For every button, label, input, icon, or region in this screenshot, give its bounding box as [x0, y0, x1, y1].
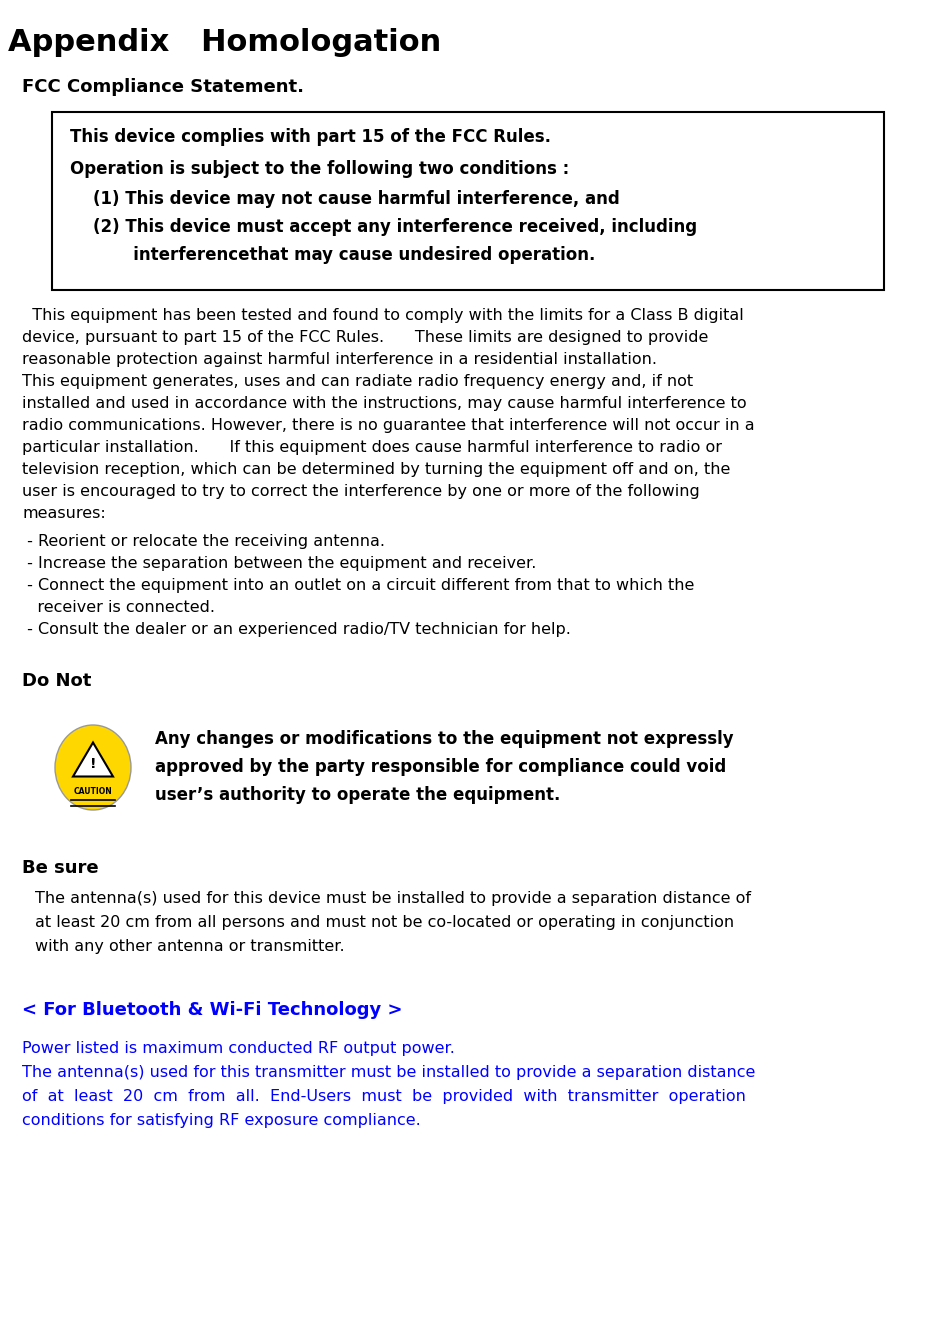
Text: CAUTION: CAUTION [73, 787, 113, 796]
Text: Do Not: Do Not [22, 672, 91, 689]
Text: user’s authority to operate the equipment.: user’s authority to operate the equipmen… [155, 787, 561, 804]
Text: The antenna(s) used for this transmitter must be installed to provide a separati: The antenna(s) used for this transmitter… [22, 1065, 755, 1079]
FancyBboxPatch shape [52, 112, 884, 290]
Text: This equipment has been tested and found to comply with the limits for a Class B: This equipment has been tested and found… [22, 307, 744, 323]
Text: Appendix   Homologation: Appendix Homologation [8, 28, 441, 57]
Text: of  at  least  20  cm  from  all.  End-Users  must  be  provided  with  transmit: of at least 20 cm from all. End-Users mu… [22, 1089, 746, 1103]
Text: - Connect the equipment into an outlet on a circuit different from that to which: - Connect the equipment into an outlet o… [22, 578, 694, 594]
Text: This device complies with part 15 of the FCC Rules.: This device complies with part 15 of the… [70, 128, 551, 146]
Text: The antenna(s) used for this device must be installed to provide a separation di: The antenna(s) used for this device must… [35, 890, 751, 906]
Text: receiver is connected.: receiver is connected. [22, 600, 215, 615]
Text: (2) This device must accept any interference received, including: (2) This device must accept any interfer… [70, 218, 697, 236]
Ellipse shape [55, 725, 131, 811]
Text: particular installation.      If this equipment does cause harmful interference : particular installation. If this equipme… [22, 441, 722, 455]
Text: approved by the party responsible for compliance could void: approved by the party responsible for co… [155, 757, 726, 776]
Text: Power listed is maximum conducted RF output power.: Power listed is maximum conducted RF out… [22, 1041, 454, 1055]
Text: !: ! [90, 756, 97, 771]
Polygon shape [73, 743, 113, 776]
Text: measures:: measures: [22, 506, 106, 520]
Text: Operation is subject to the following two conditions :: Operation is subject to the following tw… [70, 160, 569, 178]
Text: user is encouraged to try to correct the interference by one or more of the foll: user is encouraged to try to correct the… [22, 484, 700, 499]
Text: - Reorient or relocate the receiving antenna.: - Reorient or relocate the receiving ant… [22, 534, 385, 548]
Text: FCC Compliance Statement.: FCC Compliance Statement. [22, 79, 304, 96]
Text: with any other antenna or transmitter.: with any other antenna or transmitter. [35, 938, 345, 954]
Text: reasonable protection against harmful interference in a residential installation: reasonable protection against harmful in… [22, 351, 657, 367]
Text: This equipment generates, uses and can radiate radio frequency energy and, if no: This equipment generates, uses and can r… [22, 374, 693, 389]
Text: < For Bluetooth & Wi-Fi Technology >: < For Bluetooth & Wi-Fi Technology > [22, 1001, 403, 1020]
Text: (1) This device may not cause harmful interference, and: (1) This device may not cause harmful in… [70, 190, 620, 208]
Text: interferencethat may cause undesired operation.: interferencethat may cause undesired ope… [70, 246, 595, 264]
Text: - Increase the separation between the equipment and receiver.: - Increase the separation between the eq… [22, 556, 536, 571]
Text: radio communications. However, there is no guarantee that interference will not : radio communications. However, there is … [22, 418, 755, 433]
Text: television reception, which can be determined by turning the equipment off and o: television reception, which can be deter… [22, 462, 731, 476]
Text: - Consult the dealer or an experienced radio/TV technician for help.: - Consult the dealer or an experienced r… [22, 622, 571, 638]
Text: conditions for satisfying RF exposure compliance.: conditions for satisfying RF exposure co… [22, 1113, 421, 1127]
Text: Be sure: Be sure [22, 858, 99, 877]
Text: device, pursuant to part 15 of the FCC Rules.      These limits are designed to : device, pursuant to part 15 of the FCC R… [22, 330, 708, 345]
Text: Any changes or modifications to the equipment not expressly: Any changes or modifications to the equi… [155, 729, 733, 748]
Text: installed and used in accordance with the instructions, may cause harmful interf: installed and used in accordance with th… [22, 397, 747, 411]
Text: at least 20 cm from all persons and must not be co-located or operating in conju: at least 20 cm from all persons and must… [35, 914, 734, 930]
